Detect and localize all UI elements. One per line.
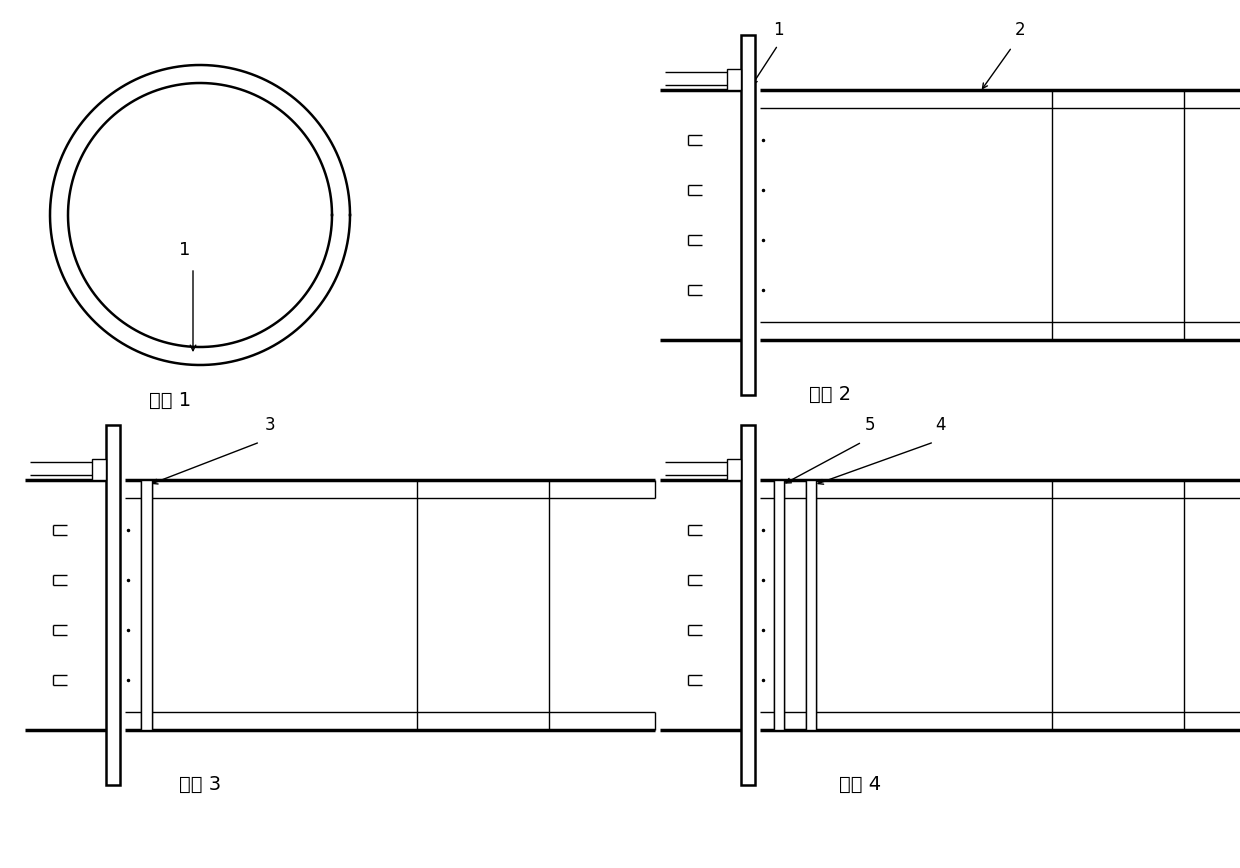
Text: 1: 1 [773, 21, 784, 39]
Text: 2: 2 [1014, 21, 1025, 39]
Text: 5: 5 [864, 416, 875, 434]
Bar [727, 459, 742, 480]
Bar [727, 69, 742, 90]
Bar [742, 35, 755, 395]
Text: 1: 1 [180, 241, 191, 259]
Bar [774, 480, 784, 730]
Bar [105, 425, 120, 785]
Text: 步骤 3: 步骤 3 [179, 775, 221, 794]
Bar [806, 480, 816, 730]
Bar [742, 425, 755, 785]
Text: 步骤 1: 步骤 1 [149, 391, 191, 410]
Text: 4: 4 [935, 416, 945, 434]
Text: 步骤 2: 步骤 2 [808, 385, 851, 404]
Bar [92, 459, 105, 480]
Text: 3: 3 [264, 416, 275, 434]
Text: 步骤 4: 步骤 4 [839, 775, 882, 794]
Bar [141, 480, 153, 730]
